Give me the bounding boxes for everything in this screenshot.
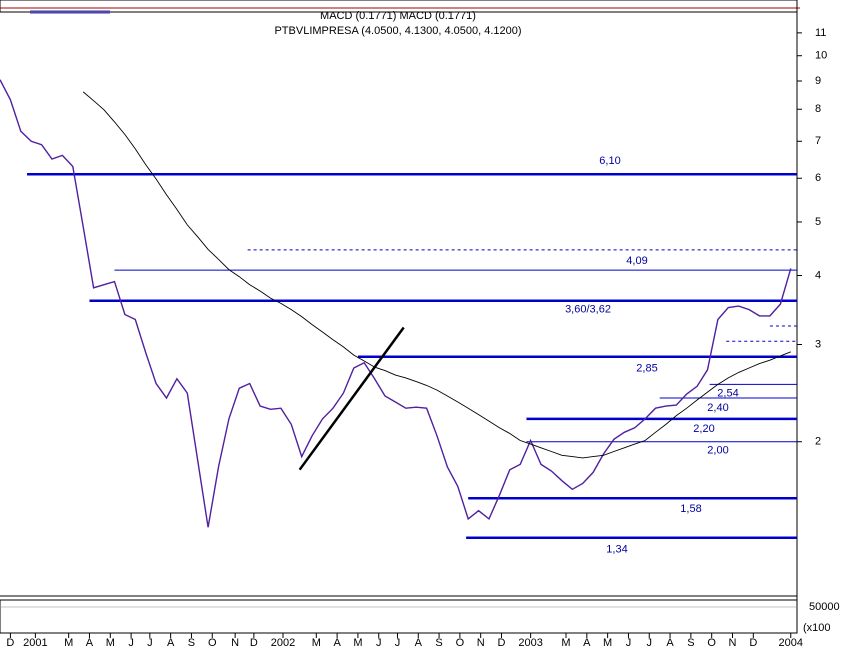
y-tick-label: 2 [815,436,821,448]
x-tick-label: 2001 [23,637,47,649]
price-line [82,91,791,459]
level-label: 2,00 [707,445,728,457]
y-tick-label: 3 [815,338,821,350]
x-tick-label: A [666,637,674,649]
x-tick-label: A [415,637,423,649]
x-tick-label: J [395,637,401,649]
x-tick-label: O [707,637,716,649]
level-label: 4,09 [626,255,647,267]
level-label: 2,20 [693,423,714,435]
y-tick-label: 5 [815,216,821,228]
price-line [0,79,792,528]
x-tick-label: M [106,637,115,649]
y-tick-label: 8 [815,103,821,115]
y-tick-label: 7 [815,135,821,147]
y-tick-label: 9 [815,75,821,87]
x-tick-label: D [6,637,14,649]
x-tick-label: J [128,637,134,649]
x-tick-label: M [312,637,321,649]
chart-title: PTBVLIMPRESA (4.0500, 4.1300, 4.0500, 4.… [274,25,521,37]
x-tick-label: A [583,637,591,649]
x-tick-label: J [147,637,153,649]
level-label: 1,58 [680,503,701,515]
x-tick-label: A [333,637,341,649]
macd-histogram [30,10,110,14]
x-tick-label: M [353,637,362,649]
x-tick-label: M [64,637,73,649]
x-tick-label: 2002 [271,637,295,649]
x-tick-label: N [729,637,737,649]
level-label: 2,54 [717,387,738,399]
x-tick-label: O [456,637,465,649]
level-label: 2,85 [636,363,657,375]
x-tick-label: J [376,637,382,649]
x-tick-label: S [188,637,195,649]
volume-tick-label: 50000 [809,601,840,613]
x-tick-label: 2004 [779,637,803,649]
y-tick-label: 4 [815,269,821,281]
x-tick-label: M [561,637,570,649]
y-tick-label: 6 [815,172,821,184]
x-tick-label: D [250,637,258,649]
trendline [298,326,405,471]
x-tick-label: 2003 [518,637,542,649]
macd-header: MACD (0.1771) MACD (0.1771) [320,10,476,22]
level-label: 1,34 [606,544,627,556]
x-tick-label: J [626,637,632,649]
volume-unit: (x100 [803,622,831,634]
y-tick-label: 11 [815,27,826,39]
x-tick-label: M [603,637,612,649]
x-tick-label: N [231,637,239,649]
x-tick-label: D [498,637,506,649]
level-label: 6,10 [599,155,620,167]
x-tick-label: J [647,637,653,649]
x-tick-label: A [167,637,175,649]
x-tick-label: S [687,637,694,649]
x-tick-label: O [208,637,217,649]
level-label: 3,60/3,62 [565,304,611,316]
y-tick-label: 10 [815,50,827,62]
level-label: 2,40 [707,402,728,414]
x-tick-label: S [435,637,442,649]
x-tick-label: A [86,637,94,649]
x-tick-label: N [477,637,485,649]
x-tick-label: D [749,637,757,649]
